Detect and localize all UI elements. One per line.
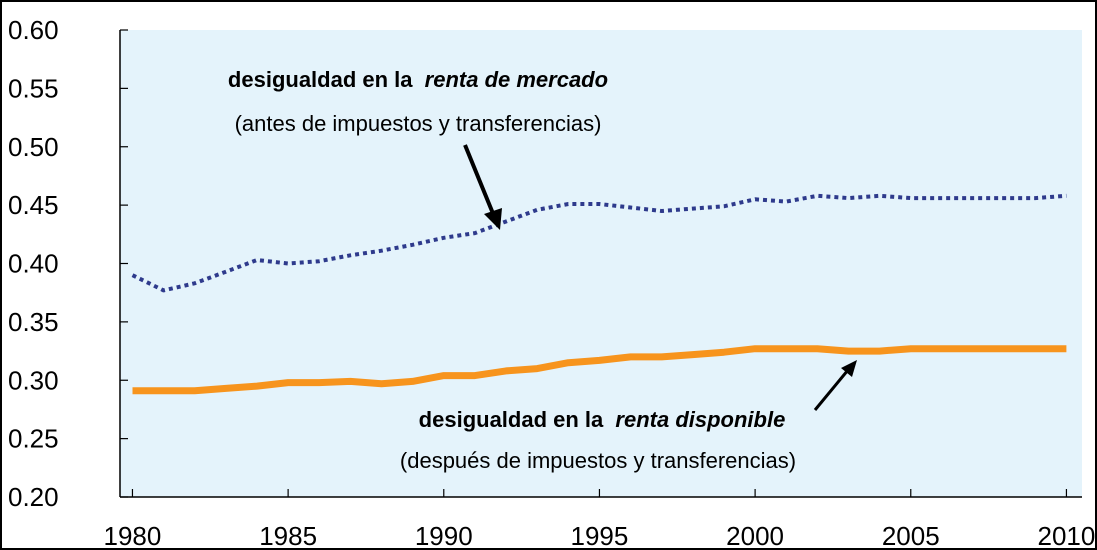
- arrow-head: [841, 360, 857, 377]
- annotation-italic: renta de mercado: [425, 67, 608, 92]
- arrow: [463, 144, 496, 217]
- y-tick-label: 0.35: [8, 307, 59, 337]
- x-tick-label: 1985: [259, 521, 317, 550]
- y-tick-label: 0.20: [8, 482, 59, 512]
- x-tick-label: 1980: [104, 521, 162, 550]
- series-line: [131, 193, 1067, 293]
- annotation: desigualdad en la renta disponible: [419, 407, 786, 432]
- x-tick-label: 2000: [726, 521, 784, 550]
- y-tick-label: 0.45: [8, 190, 59, 220]
- arrow: [813, 369, 850, 411]
- annotation-bold: desigualdad en la: [228, 67, 413, 92]
- x-tick-label: 1990: [415, 521, 473, 550]
- x-tick-label: 2005: [882, 521, 940, 550]
- annotation-italic: renta disponible: [615, 407, 785, 432]
- y-tick-label: 0.55: [8, 73, 59, 103]
- arrow-head: [484, 208, 502, 230]
- x-tick-label: 1995: [571, 521, 629, 550]
- x-tick-label: 2010: [1038, 521, 1096, 550]
- series-line: [132, 345, 1067, 395]
- y-tick-label: 0.25: [8, 424, 59, 454]
- y-tick-label: 0.60: [8, 15, 59, 45]
- annotation-note: (antes de impuestos y transferencias): [235, 111, 602, 136]
- y-tick-label: 0.30: [8, 365, 59, 395]
- y-tick-label: 0.40: [8, 249, 59, 279]
- annotation-note: (después de impuestos y transferencias): [400, 448, 796, 473]
- annotation-bold: desigualdad en la: [419, 407, 604, 432]
- y-tick-label: 0.50: [8, 132, 59, 162]
- annotations: desigualdad en la renta de mercado (ante…: [228, 67, 857, 473]
- annotation: desigualdad en la renta de mercado: [228, 67, 608, 92]
- plot-area: [120, 30, 1082, 497]
